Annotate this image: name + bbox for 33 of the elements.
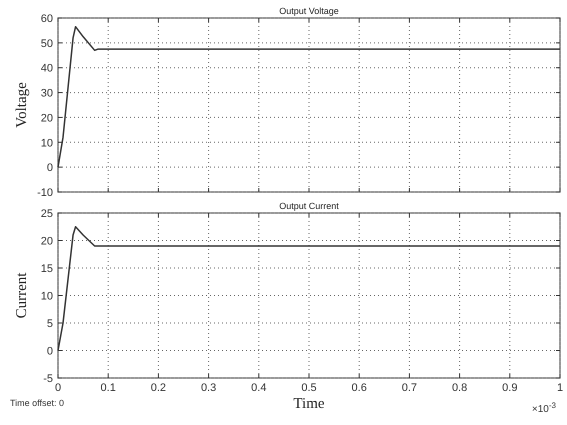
y-tick-label: 10 [40,290,53,302]
x-tick-label: 0.6 [352,382,367,394]
y-tick-label: 0 [46,346,53,358]
y-tick-label: -5 [43,373,53,385]
y-tick-label: 20 [40,112,53,124]
y-tick-label: 5 [46,318,53,330]
x-tick-label: 0.3 [200,382,216,394]
chart-title: Output Voltage [279,6,339,16]
x-axis-title: Time [293,396,325,412]
y-axis-title: Voltage [14,82,30,128]
y-tick-label: 40 [40,62,53,75]
text: ×10$^{-3}$ [532,400,557,415]
y-tick-label: 30 [40,88,53,100]
x-tick-label: 0.2 [150,382,166,394]
x-tick-label: 0.4 [251,382,266,394]
chart-title: Output Current [279,201,340,211]
x-tick-label: 0.1 [100,382,116,394]
x-tick-label: 0.7 [402,382,418,394]
x-tick-label: 0.8 [452,382,468,394]
x-tick-label: 1 [556,382,564,394]
y-tick-label: 25 [40,208,53,220]
y-tick-label: 20 [40,236,53,248]
y-tick-label: 10 [40,137,53,150]
y-tick-label: 0 [46,162,53,174]
x-tick-label: 0 [54,382,62,394]
text: Time offset: 0 [10,398,64,408]
x-tick-label: 0.5 [301,382,317,394]
y-tick-label: 15 [40,263,53,275]
y-axis-title: Current [14,272,30,318]
y-tick-label: 50 [40,38,53,50]
y-tick-label: -10 [37,187,53,199]
y-tick-label: 60 [40,13,53,25]
x-tick-label: 0.9 [502,382,518,394]
